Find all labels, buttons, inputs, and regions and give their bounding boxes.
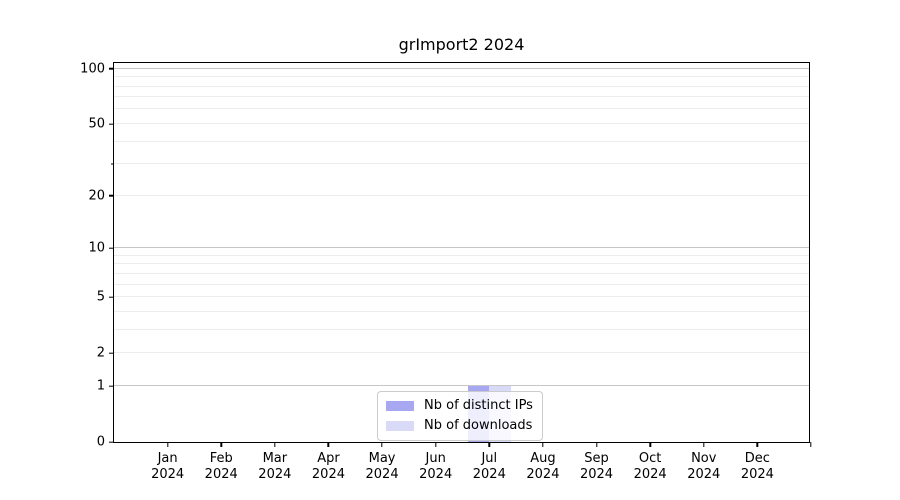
- legend-swatch: [386, 401, 414, 411]
- x-label-month: May: [368, 451, 396, 466]
- x-label-year: 2024: [151, 467, 185, 482]
- x-axis-tick: [595, 442, 598, 447]
- x-axis-tick: [274, 442, 276, 447]
- x-axis-tick-label: Oct 2024: [634, 451, 667, 483]
- x-axis-tick: [220, 442, 222, 447]
- x-axis-tick: [381, 442, 383, 447]
- x-axis-tick: [434, 442, 437, 447]
- legend-label: Nb of distinct IPs: [424, 398, 533, 413]
- x-label-year: 2024: [740, 467, 774, 482]
- y-axis-tick-label: 50: [88, 116, 105, 132]
- x-axis-tick-label: Sep 2024: [580, 451, 613, 483]
- legend-label: Nb of downloads: [424, 418, 533, 433]
- y-axis-tick: [109, 296, 114, 298]
- x-axis-tick-label: Jul 2024: [473, 451, 506, 483]
- plot-area: Nb of distinct IPs Nb of downloads 100 50 2…: [80, 62, 812, 482]
- gridline-minor: [114, 283, 809, 285]
- x-axis-tick-label: Jan 2024: [151, 451, 184, 483]
- x-label-month: Jun: [425, 451, 446, 466]
- x-axis-tick-label: Jun 2024: [419, 451, 452, 483]
- x-axis-tick: [703, 442, 705, 447]
- gridline-minor: [114, 272, 809, 274]
- gridline-minor: [114, 140, 809, 142]
- y-axis-tick: [109, 352, 114, 354]
- gridline-minor: [114, 96, 809, 98]
- y-axis-tick: [109, 195, 114, 197]
- x-label-year: 2024: [579, 467, 614, 482]
- x-label-year: 2024: [633, 467, 667, 482]
- x-label-month: Feb: [209, 451, 233, 466]
- x-axis-tick-label: Apr 2024: [312, 451, 345, 483]
- legend-row: Nb of distinct IPs: [386, 398, 533, 414]
- gridline-minor: [114, 310, 809, 312]
- x-label-year: 2024: [526, 467, 560, 482]
- y-axis-tick: [109, 441, 114, 443]
- x-axis-tick-label: Dec 2024: [741, 451, 774, 483]
- y-axis-tick-label: 2: [96, 345, 105, 361]
- y-axis-tick-label: 20: [88, 188, 105, 204]
- x-label-year: 2024: [311, 467, 345, 482]
- gridline-minor: [114, 108, 809, 110]
- chart-title: grImport2 2024: [398, 35, 525, 54]
- x-axis-tick: [542, 442, 544, 447]
- y-axis-tick-label: 10: [88, 240, 105, 256]
- gridline-minor: [114, 254, 809, 256]
- gridline-minor: [114, 122, 809, 124]
- x-axis-tick-label: Nov 2024: [687, 451, 720, 483]
- y-axis-tick-label: 100: [80, 61, 105, 77]
- y-axis-tick: [109, 123, 114, 125]
- y-axis-tick-label: 5: [96, 289, 105, 305]
- gridline-major: [114, 67, 809, 69]
- x-axis-tick-label: Feb 2024: [205, 451, 238, 483]
- x-label-month: Oct: [638, 451, 662, 466]
- x-axis-tick: [488, 442, 490, 447]
- x-label-month: Aug: [530, 451, 556, 466]
- gridline-major: [114, 384, 809, 386]
- x-axis-tick: [810, 442, 812, 447]
- gridline-minor: [114, 85, 809, 87]
- legend: Nb of distinct IPs Nb of downloads: [377, 391, 543, 441]
- x-label-month: Apr: [317, 451, 340, 466]
- legend-row: Nb of downloads: [386, 418, 533, 434]
- x-label-year: 2024: [365, 467, 399, 482]
- x-label-month: Sep: [584, 451, 609, 466]
- gridline-minor: [114, 296, 809, 298]
- y-axis-tick: [109, 67, 114, 70]
- y-axis-tick: [109, 247, 114, 249]
- x-axis-tick: [166, 442, 169, 447]
- x-label-year: 2024: [687, 467, 721, 482]
- x-label-year: 2024: [419, 467, 453, 482]
- x-label-year: 2024: [204, 467, 238, 482]
- x-axis-tick-label: May 2024: [366, 451, 399, 483]
- gridline-minor: [114, 194, 809, 196]
- gridline-minor: [114, 328, 809, 330]
- gridline-minor: [114, 352, 809, 354]
- y-axis-tick: [109, 385, 114, 387]
- x-label-month: Jul: [481, 451, 498, 466]
- x-axis-tick: [327, 442, 330, 447]
- gridline-minor: [114, 263, 809, 265]
- x-label-year: 2024: [472, 467, 506, 482]
- gridline-major: [114, 247, 809, 249]
- y-axis-tick-label: 1: [96, 378, 105, 394]
- gridline-minor: [114, 163, 809, 165]
- x-label-month: Dec: [744, 451, 770, 466]
- x-axis-tick-label: Mar 2024: [258, 451, 291, 483]
- gridline-minor: [114, 76, 809, 78]
- x-label-month: Mar: [262, 451, 288, 466]
- x-axis-tick: [756, 442, 759, 447]
- y-axis-minor-tick: [111, 163, 114, 165]
- y-axis-tick-label: 0: [96, 434, 105, 450]
- x-label-month: Nov: [691, 451, 717, 466]
- x-label-month: Jan: [157, 451, 178, 466]
- x-label-year: 2024: [258, 467, 292, 482]
- x-axis-tick: [649, 442, 651, 447]
- legend-swatch: [386, 421, 414, 431]
- x-axis-tick-label: Aug 2024: [526, 451, 559, 483]
